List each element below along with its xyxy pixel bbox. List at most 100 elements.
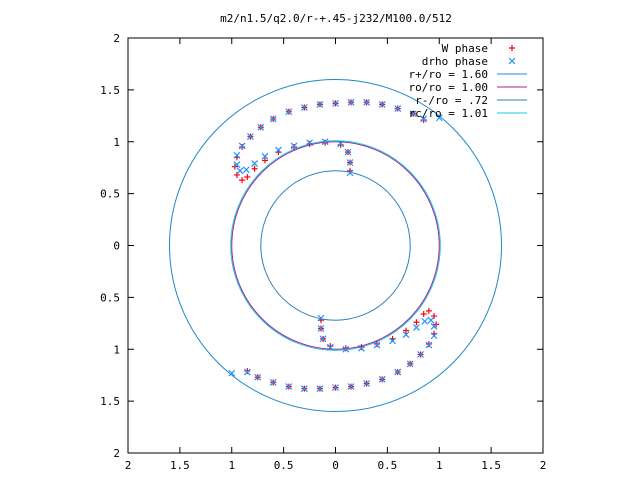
- circle-series-1: [231, 141, 440, 350]
- x-tick-label: 2: [540, 459, 547, 472]
- drho-phase-point: [290, 142, 298, 150]
- w-phase-point: [239, 177, 246, 184]
- x-tick-label: 1: [228, 459, 235, 472]
- w-phase-point: [251, 165, 258, 172]
- y-tick-label: 1: [113, 136, 120, 149]
- w-phase-point: [413, 319, 420, 326]
- x-tick-label: 1.5: [170, 459, 190, 472]
- drho-phase-point: [378, 100, 386, 108]
- drho-phase-point: [275, 146, 282, 154]
- w-phase-point: [358, 344, 365, 351]
- w-phase-point: [244, 174, 251, 181]
- drho-phase-point: [326, 343, 334, 351]
- drho-phase-point: [363, 98, 371, 106]
- y-tick-label: 0.5: [100, 291, 120, 304]
- x-tick-label: 0.5: [377, 459, 397, 472]
- drho-phase-point: [378, 375, 386, 383]
- drho-phase-point: [332, 99, 339, 107]
- drho-phase-point: [306, 139, 313, 147]
- drho-phase-point: [358, 344, 365, 352]
- w-phase-point: [306, 140, 313, 147]
- legend-label: W phase: [442, 42, 488, 55]
- drho-phase-point: [316, 100, 324, 108]
- drho-phase-point: [257, 123, 265, 131]
- w-phase-point: [403, 327, 410, 334]
- drho-phase-point: [236, 167, 244, 175]
- drho-phase-point: [420, 115, 428, 123]
- drho-phase-point: [332, 384, 339, 392]
- drho-phase-point: [300, 104, 308, 111]
- x-tick-label: 2: [125, 459, 132, 472]
- drho-phase-point: [346, 169, 354, 177]
- drho-phase-point: [421, 317, 429, 325]
- legend-label: ro/ro = 1.00: [409, 81, 488, 94]
- w-phase-point: [233, 171, 240, 178]
- drho-phase-point: [346, 159, 354, 166]
- drho-phase-point: [285, 383, 293, 391]
- w-phase-point: [291, 143, 297, 150]
- legend-marker-sample: [508, 57, 516, 65]
- drho-phase-point: [269, 115, 277, 123]
- drho-phase-point: [251, 160, 258, 167]
- drho-phase-point: [233, 161, 241, 168]
- drho-phase-point: [363, 380, 371, 387]
- drho-phase-point: [228, 369, 236, 377]
- w-phase-point: [374, 341, 380, 348]
- drho-phase-point: [435, 114, 443, 122]
- drho-phase-point: [254, 373, 262, 381]
- drho-phase-point: [427, 316, 435, 324]
- drho-phase-point: [394, 368, 402, 376]
- x-tick-label: 1.5: [481, 459, 501, 472]
- drho-phase-point: [413, 324, 420, 331]
- w-phase-point: [425, 341, 432, 348]
- drho-phase-point: [316, 385, 324, 393]
- drho-phase-point: [394, 105, 402, 112]
- drho-phase-point: [321, 138, 329, 146]
- y-tick-label: 0.5: [100, 188, 120, 201]
- drho-phase-point: [243, 368, 251, 376]
- drho-phase-point: [425, 341, 433, 349]
- w-phase-point: [431, 313, 438, 320]
- x-tick-label: 0.5: [274, 459, 294, 472]
- y-tick-label: 2: [113, 447, 120, 460]
- w-phase-point: [327, 343, 334, 350]
- drho-phase-point: [238, 142, 246, 150]
- drho-phase-point: [402, 331, 410, 339]
- drho-phase-point: [269, 379, 277, 386]
- drho-phase-point: [242, 166, 250, 174]
- drho-phase-point: [319, 335, 327, 343]
- phase-points: [228, 98, 443, 393]
- drho-phase-point: [430, 332, 438, 340]
- legend-label: drho phase: [422, 55, 488, 68]
- y-tick-label: 1.5: [100, 84, 120, 97]
- drho-phase-point: [317, 325, 325, 332]
- drho-phase-point: [417, 351, 424, 358]
- legend-label: r+/ro = 1.60: [409, 68, 488, 81]
- w-phase-point: [337, 141, 344, 148]
- w-phase-point: [342, 345, 349, 352]
- y-tick-label: 1.5: [100, 395, 120, 408]
- w-phase-point: [261, 157, 268, 164]
- legend-label: rc/ro = 1.01: [409, 107, 488, 120]
- drho-phase-point: [430, 323, 438, 330]
- drho-phase-point: [342, 345, 350, 353]
- drho-phase-point: [373, 341, 381, 349]
- w-phase-point: [239, 143, 246, 150]
- x-tick-label: 0: [332, 459, 339, 472]
- drho-phase-point: [409, 110, 417, 118]
- y-tick-label: 0: [113, 240, 120, 253]
- drho-phase-point: [344, 148, 352, 156]
- w-phase-point: [420, 116, 427, 123]
- circle-series-3: [230, 140, 441, 351]
- drho-phase-point: [285, 108, 293, 116]
- w-phase-point: [244, 368, 251, 375]
- drho-phase-point: [261, 152, 269, 160]
- drho-phase-point: [389, 337, 396, 345]
- drho-phase-point: [233, 151, 241, 159]
- legend-label: r-/ro = .72: [415, 94, 488, 107]
- drho-phase-point: [337, 140, 345, 148]
- w-phase-point: [322, 139, 329, 146]
- legend-marker-sample: [509, 45, 515, 51]
